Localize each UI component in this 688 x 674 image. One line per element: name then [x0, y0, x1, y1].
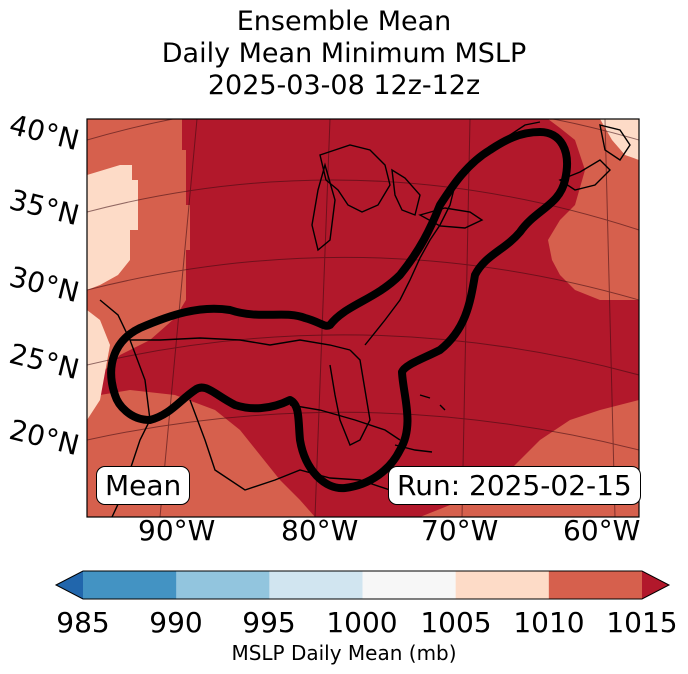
lon-label-60w: 60°W [563, 514, 641, 547]
mslp-contour-1015 [107, 128, 571, 493]
colorbar-extend-high [642, 571, 669, 599]
title-line-1: Ensemble Mean [236, 6, 452, 37]
mslp-field-1005-northeast [600, 119, 639, 160]
lon-label-80w: 80°W [281, 514, 359, 547]
colorbar-tick: 1015 [606, 606, 678, 639]
mslp-field-1005-southwest [87, 310, 110, 420]
mean-label-box: Mean [96, 466, 191, 505]
colorbar-label: MSLP Daily Mean (mb) [231, 641, 457, 665]
colorbar-bin [455, 571, 550, 599]
colorbar-tick: 990 [149, 606, 203, 639]
colorbar-tick: 985 [56, 606, 110, 639]
colorbar-outline [54, 570, 671, 600]
graticule [87, 119, 639, 517]
lon-label-90w: 90°W [138, 514, 216, 547]
colorbar-extend-low [56, 571, 83, 599]
map-area [87, 119, 639, 517]
mslp-field-1005-west [87, 165, 138, 290]
colorbar-tick: 1005 [420, 606, 492, 639]
run-date-box: Run: 2025-02-15 [388, 466, 641, 505]
title-line-2: Daily Mean Minimum MSLP [161, 38, 527, 69]
colorbar-tick: 995 [242, 606, 296, 639]
colorbar-bin [176, 571, 270, 599]
colorbar-bin [83, 571, 177, 599]
colorbar-bin [362, 571, 457, 599]
colorbar-tick: 1010 [513, 606, 585, 639]
colorbar-bin [548, 571, 643, 599]
map-frame [86, 118, 640, 518]
lon-label-70w: 70°W [421, 514, 499, 547]
title-line-3: 2025-03-08 12z-12z [207, 70, 481, 101]
mslp-field-1010-northeast [548, 119, 639, 300]
colorbar [54, 570, 671, 600]
colorbar-tick: 1000 [326, 606, 398, 639]
colorbar-bin [269, 571, 363, 599]
